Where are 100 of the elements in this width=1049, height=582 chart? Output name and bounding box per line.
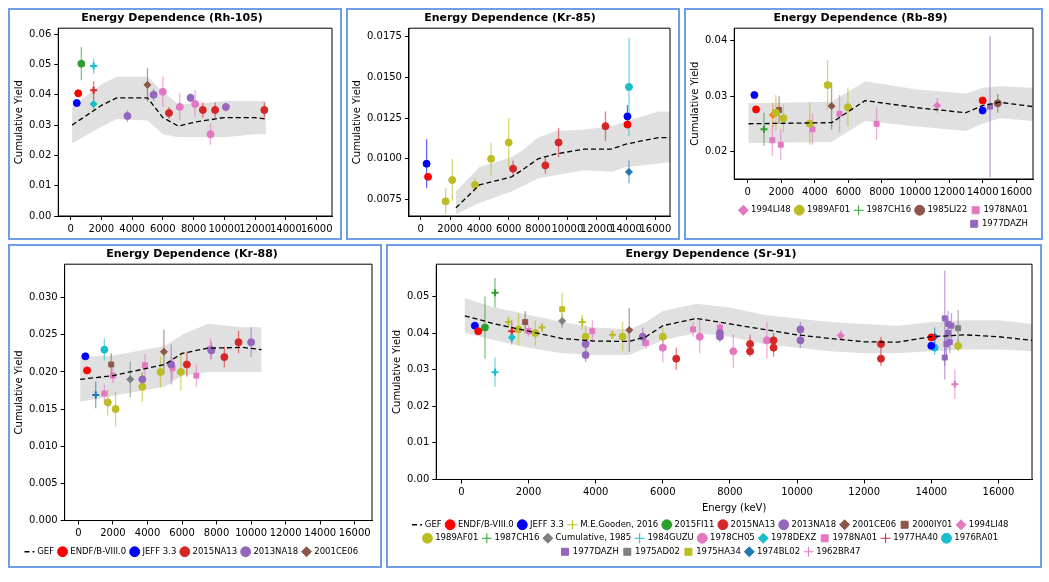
legend-label: 1978NA01 [983, 204, 1028, 215]
legend-label: ENDF/B-VIII.0 [70, 545, 127, 556]
y-tick-label: 0.06 [29, 27, 52, 39]
legend-label: 1978NA01 [832, 532, 878, 543]
y-tick-label: 0.01 [407, 436, 430, 448]
y-tick-label: 0.0125 [366, 111, 402, 123]
legend-label: ENDF/B-VIII.0 [457, 518, 514, 529]
x-tick-label: 2000 [88, 222, 115, 234]
y-tick-label: 0.000 [28, 514, 58, 526]
legend-label: 1962BR47 [816, 545, 861, 556]
chart-title: Energy Dependence (Kr-88) [106, 247, 278, 261]
y-tick-label: 0.04 [407, 326, 430, 338]
x-tick-label: 16000 [1000, 185, 1033, 197]
y-tick-label: 0.04 [705, 34, 728, 46]
x-tick-label: 0 [744, 185, 751, 197]
y-tick-label: 0.03 [407, 363, 430, 375]
legend-label: 1976RA01 [954, 532, 999, 543]
y-tick-label: 0.04 [29, 88, 52, 100]
x-tick-label: 12000 [269, 527, 302, 539]
x-tick-label: 2000 [437, 222, 463, 234]
chart-title: Energy Dependence (Rh-105) [81, 11, 263, 25]
x-tick-label: 6000 [650, 486, 676, 498]
x-tick-label: 14000 [966, 185, 999, 197]
legend-label: GEF [37, 545, 55, 556]
legend-label: 2001CE06 [314, 545, 359, 556]
legend-label: 1989AF01 [807, 204, 851, 215]
x-tick-label: 16000 [338, 527, 371, 539]
y-tick-label: 0.00 [29, 209, 52, 221]
legend-label: 2013NA18 [791, 518, 837, 529]
x-tick-label: 12000 [848, 486, 881, 498]
x-tick-label: 4000 [802, 185, 828, 197]
y-axis-title: Cumulative Yield [12, 80, 24, 165]
y-tick-label: 0.05 [29, 58, 52, 70]
legend-label: 1977HA40 [893, 532, 938, 543]
x-tick-label: 4000 [582, 486, 609, 498]
legend-label: 1974BL02 [757, 545, 801, 556]
legend-label: 2015NA13 [192, 545, 238, 556]
y-axis-title: Cumulative Yield [350, 80, 362, 165]
y-tick-label: 0.0150 [366, 70, 402, 82]
y-tick-label: 0.020 [28, 365, 58, 377]
x-tick-label: 0 [417, 222, 424, 234]
x-tick-label: 0 [75, 527, 82, 539]
x-axis-title: Energy (keV) [701, 502, 767, 514]
legend-label: 1975HA34 [696, 545, 741, 556]
legend-label: Cumulative, 1985 [555, 532, 632, 543]
y-tick-label: 0.030 [28, 291, 58, 303]
y-tick-label: 0.0175 [366, 29, 402, 41]
y-tick-label: 0.03 [705, 89, 728, 101]
x-tick-label: 10000 [235, 527, 268, 539]
legend-label: 1978DEXZ [771, 532, 817, 543]
x-tick-label: 10000 [208, 222, 241, 234]
y-tick-label: 0.005 [28, 476, 58, 488]
y-tick-label: 0.0075 [366, 193, 402, 205]
legend-label: 2001CE06 [852, 518, 897, 529]
x-tick-label: 4000 [466, 222, 493, 234]
y-axis-title: Cumulative Yield [390, 329, 402, 414]
x-tick-label: 2000 [515, 486, 542, 498]
chart-title: Energy Dependence (Kr-85) [424, 11, 596, 25]
x-tick-label: 2000 [100, 527, 126, 539]
legend-label: 1989AF01 [435, 532, 479, 543]
x-tick-label: 6000 [835, 185, 862, 197]
x-tick-label: 8000 [717, 486, 743, 498]
x-tick-label: 12000 [239, 222, 272, 234]
legend-label: 1977DAZH [572, 545, 619, 556]
x-tick-label: 8000 [203, 527, 230, 539]
y-tick-label: 0.03 [29, 118, 52, 130]
y-tick-label: 0.01 [29, 179, 52, 191]
x-tick-label: 16000 [300, 222, 333, 234]
legend-label: 1984GUZU [647, 532, 694, 543]
y-axis-title: Cumulative Yield [688, 61, 700, 146]
legend-label: 1978CH05 [710, 532, 755, 543]
x-tick-label: 6000 [495, 222, 522, 234]
legend-label: 1975AD02 [635, 545, 680, 556]
x-tick-label: 4000 [134, 527, 161, 539]
legend-label: 1977DAZH [981, 217, 1029, 228]
x-tick-label: 10000 [551, 222, 584, 234]
y-axis-title: Cumulative Yield [12, 350, 24, 435]
chart-title: Energy Dependence (Sr-91) [625, 247, 797, 261]
x-tick-label: 2000 [768, 185, 794, 197]
y-tick-label: 0.02 [29, 149, 52, 161]
legend-label: 2013NA18 [253, 545, 299, 556]
x-tick-label: 16000 [982, 486, 1015, 498]
x-tick-label: 10000 [781, 486, 813, 498]
x-tick-label: 8000 [525, 222, 551, 234]
x-tick-label: 12000 [933, 185, 965, 197]
legend-label: 1985LI22 [927, 204, 968, 215]
legend-label: 2000IY01 [912, 518, 953, 529]
y-tick-label: 0.02 [705, 144, 728, 156]
legend-label: JEFF 3.3 [529, 518, 564, 529]
y-tick-label: 0.0100 [366, 152, 402, 164]
x-tick-label: 0 [67, 222, 74, 234]
chart-title: Energy Dependence (Rb-89) [773, 11, 948, 25]
y-tick-label: 0.010 [28, 439, 58, 451]
legend-label: 2015FI11 [674, 518, 715, 529]
y-tick-label: 0.015 [28, 402, 58, 414]
legend-label: 1987CH16 [494, 532, 540, 543]
x-tick-label: 8000 [869, 185, 895, 197]
y-tick-label: 0.025 [28, 328, 58, 340]
x-tick-label: 10000 [899, 185, 932, 197]
legend-label: 2015NA13 [730, 518, 776, 529]
